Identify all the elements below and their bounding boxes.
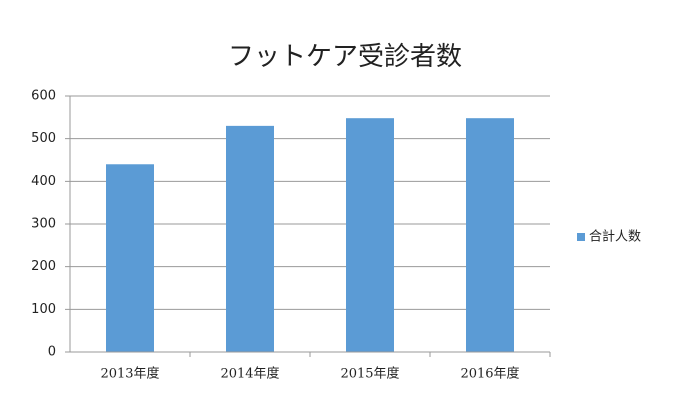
y-tick-label: 300	[31, 217, 56, 232]
y-tick-label: 400	[31, 174, 56, 189]
y-tick-label: 500	[31, 131, 56, 146]
bar	[466, 118, 514, 352]
y-tick-label: 100	[31, 302, 56, 317]
chart-title: フットケア受診者数	[228, 42, 462, 72]
x-tick-label: 2014年度	[220, 366, 279, 382]
x-tick-label: 2016年度	[460, 366, 519, 382]
legend-label: 合計人数	[589, 229, 641, 245]
x-tick-label: 2015年度	[340, 366, 399, 382]
bar	[346, 118, 394, 352]
x-tick-label: 2013年度	[100, 366, 159, 382]
legend-swatch	[577, 233, 585, 241]
bar	[226, 125, 274, 352]
y-tick-label: 0	[48, 345, 56, 360]
bar	[106, 164, 154, 352]
y-tick-label: 600	[31, 89, 56, 104]
y-tick-label: 200	[31, 259, 56, 274]
